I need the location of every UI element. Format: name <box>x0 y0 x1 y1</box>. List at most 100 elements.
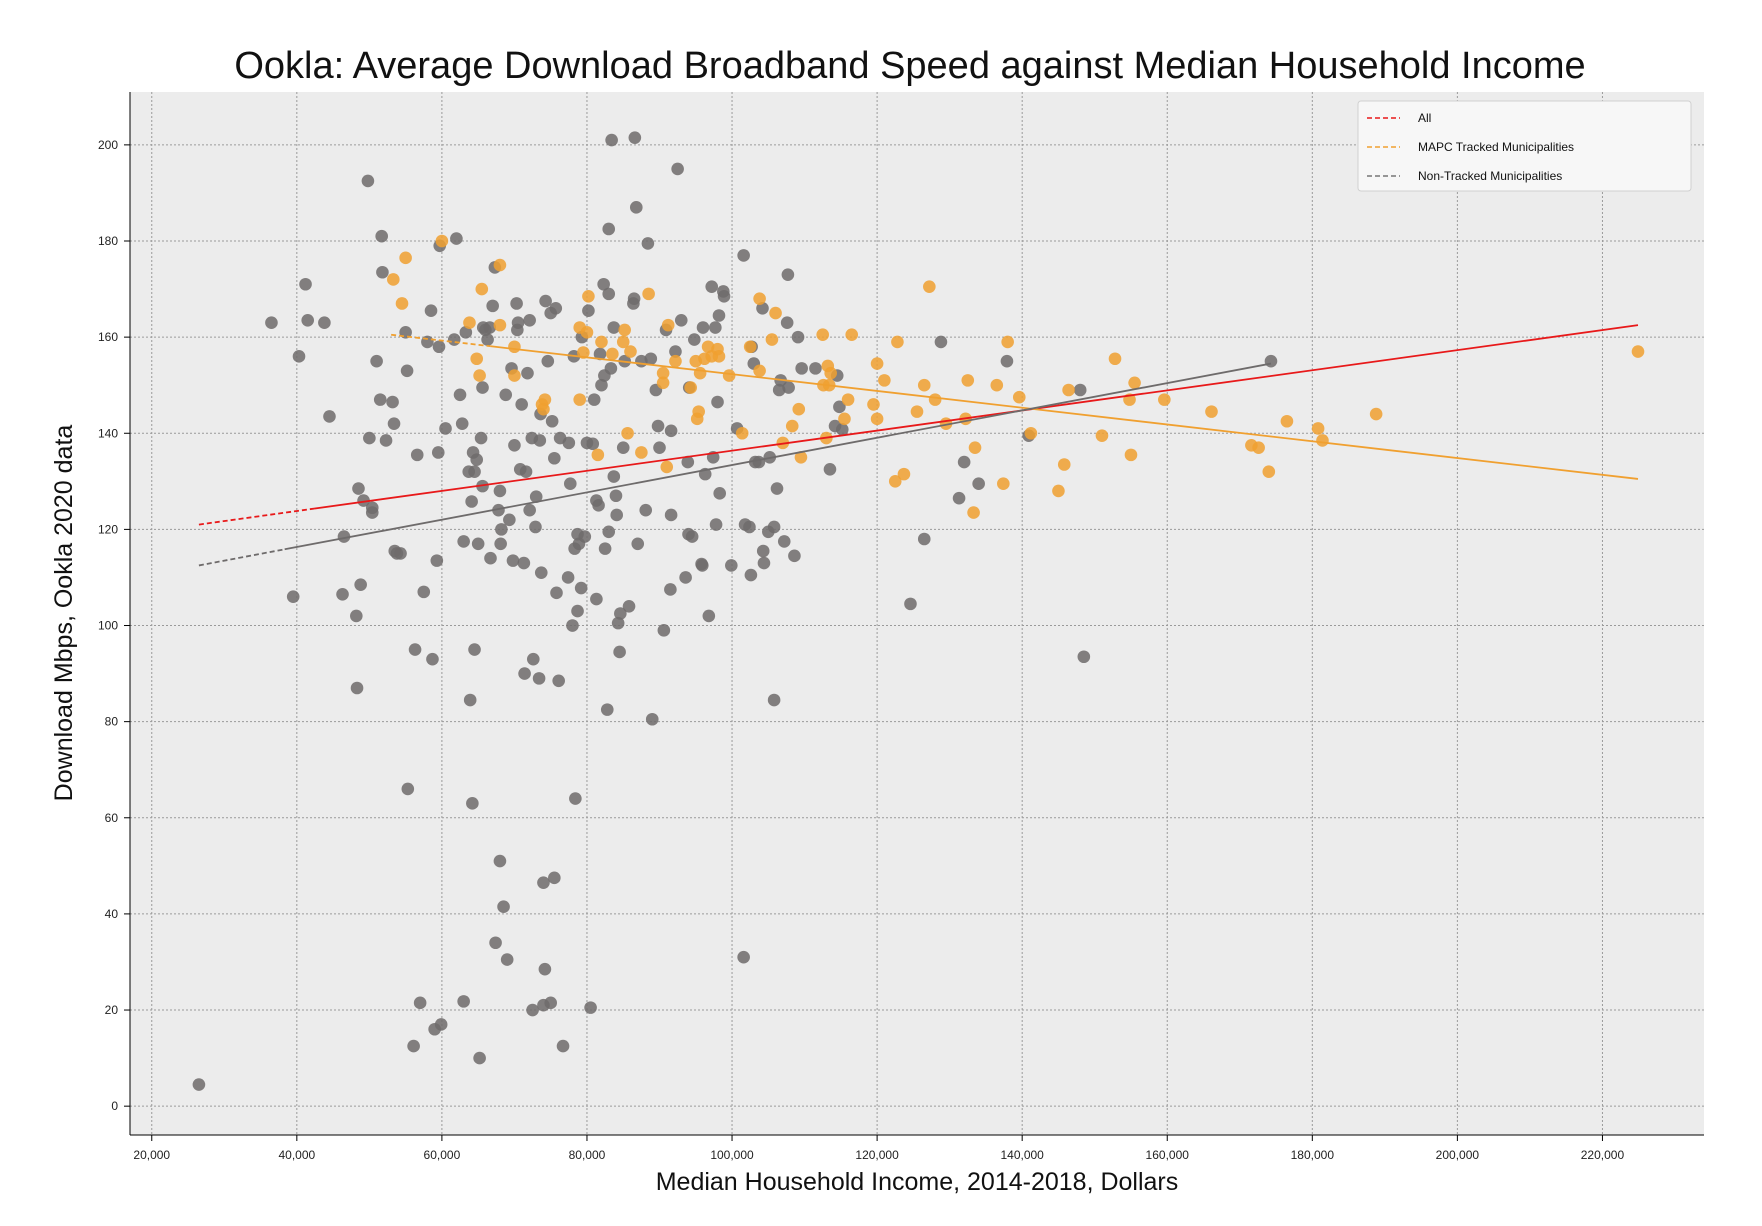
point-non-tracked <box>350 609 363 623</box>
point-non-tracked <box>481 333 494 346</box>
point-non-tracked <box>586 437 600 451</box>
point-mapc <box>1052 484 1065 498</box>
point-non-tracked <box>468 465 481 479</box>
point-mapc <box>1311 422 1325 435</box>
point-non-tracked <box>782 381 795 394</box>
point-non-tracked <box>552 674 565 688</box>
point-non-tracked <box>508 438 521 452</box>
point-non-tracked <box>299 277 312 291</box>
point-non-tracked <box>669 345 682 358</box>
trend-line-mapc <box>391 333 1639 480</box>
point-non-tracked <box>590 592 603 606</box>
point-non-tracked <box>489 936 502 950</box>
point-mapc <box>606 347 619 361</box>
point-mapc <box>475 282 489 296</box>
x-tick-label: 80,000 <box>569 1148 606 1162</box>
point-non-tracked <box>426 652 439 666</box>
point-non-tracked <box>610 508 624 522</box>
point-mapc <box>1280 414 1294 428</box>
point-mapc <box>669 354 682 368</box>
point-non-tracked <box>465 495 478 508</box>
point-non-tracked <box>671 162 684 176</box>
point-non-tracked <box>519 465 533 479</box>
point-non-tracked <box>622 599 636 613</box>
point-mapc <box>1062 383 1075 397</box>
point-non-tracked <box>301 314 315 327</box>
point-mapc <box>1012 390 1026 404</box>
y-axis-label: Download Mbps, Ookla 2020 data <box>50 425 78 802</box>
point-non-tracked <box>600 703 614 716</box>
point-non-tracked <box>711 395 724 409</box>
point-mapc <box>473 369 486 382</box>
point-non-tracked <box>457 535 470 548</box>
x-tick-label: 120,000 <box>855 1148 899 1162</box>
point-non-tracked <box>408 643 422 656</box>
point-non-tracked <box>562 436 576 450</box>
point-mapc <box>743 340 757 354</box>
point-mapc <box>816 328 830 342</box>
point-non-tracked <box>1264 354 1278 368</box>
point-non-tracked <box>497 900 510 913</box>
point-non-tracked <box>566 619 579 632</box>
y-tick-label: 40 <box>105 907 119 921</box>
point-non-tracked <box>587 393 601 406</box>
point-mapc <box>1024 426 1038 440</box>
point-non-tracked <box>424 304 438 317</box>
point-mapc <box>463 316 476 330</box>
point-non-tracked <box>629 201 643 214</box>
point-mapc <box>395 297 409 310</box>
point-non-tracked <box>788 549 801 563</box>
point-non-tracked <box>569 792 582 805</box>
point-non-tracked <box>607 470 621 483</box>
point-mapc <box>878 374 891 387</box>
y-tick-label: 140 <box>98 426 118 440</box>
point-mapc <box>870 412 884 426</box>
point-mapc <box>618 323 631 337</box>
point-mapc <box>1124 448 1138 462</box>
point-non-tracked <box>685 530 699 543</box>
point-non-tracked <box>375 229 388 243</box>
x-tick-label: 180,000 <box>1291 1148 1335 1162</box>
point-non-tracked <box>578 530 592 543</box>
point-non-tracked <box>631 537 645 551</box>
point-non-tracked <box>809 362 822 375</box>
point-non-tracked <box>336 587 349 601</box>
point-non-tracked <box>518 667 531 680</box>
point-mapc <box>753 292 766 305</box>
point-non-tracked <box>613 645 626 659</box>
x-tick-label: 100,000 <box>710 1148 754 1162</box>
x-tick-label: 20,000 <box>133 1148 170 1162</box>
point-non-tracked <box>791 330 805 344</box>
point-non-tracked <box>492 503 505 517</box>
point-non-tracked <box>455 417 469 430</box>
point-non-tracked <box>363 431 376 445</box>
point-mapc <box>1095 429 1109 442</box>
point-non-tracked <box>541 354 555 368</box>
point-non-tracked <box>609 489 623 503</box>
point-mapc <box>656 366 670 380</box>
y-tick-label: 120 <box>98 522 118 536</box>
point-non-tracked <box>549 301 563 315</box>
point-non-tracked <box>517 556 531 570</box>
point-mapc <box>888 475 902 488</box>
point-non-tracked <box>605 133 618 147</box>
point-non-tracked <box>952 491 966 505</box>
point-mapc <box>616 335 630 349</box>
point-non-tracked <box>493 484 507 498</box>
point-non-tracked <box>614 607 627 620</box>
point-mapc <box>722 369 736 382</box>
trend-line-solid-segment <box>490 345 1639 480</box>
point-non-tracked <box>434 1018 448 1031</box>
point-mapc <box>824 366 837 380</box>
point-mapc <box>997 477 1010 491</box>
point-non-tracked <box>602 525 616 539</box>
point-mapc <box>493 258 507 272</box>
point-non-tracked <box>526 652 540 666</box>
point-mapc <box>493 318 507 332</box>
point-mapc <box>765 333 779 346</box>
point-non-tracked <box>934 335 948 349</box>
point-non-tracked <box>466 797 479 810</box>
point-mapc <box>735 426 749 440</box>
point-non-tracked <box>510 297 523 310</box>
point-mapc <box>470 352 484 366</box>
